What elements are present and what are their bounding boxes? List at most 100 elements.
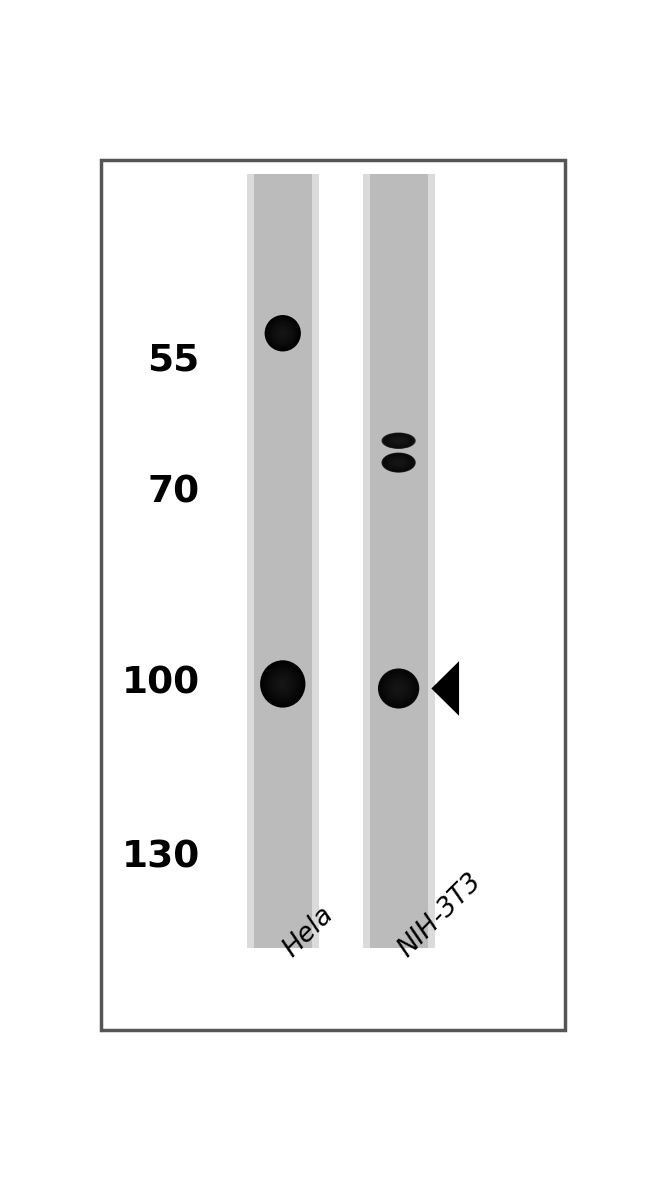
Ellipse shape — [395, 439, 402, 442]
Polygon shape — [432, 661, 459, 716]
Ellipse shape — [275, 675, 291, 692]
Ellipse shape — [382, 672, 416, 705]
Ellipse shape — [394, 684, 403, 693]
Ellipse shape — [278, 328, 288, 338]
Ellipse shape — [276, 678, 289, 691]
Ellipse shape — [391, 680, 407, 697]
Ellipse shape — [384, 434, 413, 447]
Ellipse shape — [274, 674, 292, 693]
Ellipse shape — [396, 461, 402, 464]
Ellipse shape — [264, 664, 302, 704]
Ellipse shape — [266, 317, 299, 349]
Ellipse shape — [385, 454, 412, 471]
Ellipse shape — [272, 322, 294, 344]
Ellipse shape — [384, 674, 413, 703]
Ellipse shape — [386, 435, 411, 447]
Ellipse shape — [388, 435, 409, 446]
Ellipse shape — [387, 435, 410, 446]
Ellipse shape — [281, 331, 285, 335]
Ellipse shape — [382, 453, 416, 473]
Ellipse shape — [396, 439, 402, 442]
Ellipse shape — [281, 683, 284, 685]
Ellipse shape — [378, 668, 419, 709]
Ellipse shape — [391, 437, 406, 445]
Ellipse shape — [261, 661, 304, 706]
Ellipse shape — [388, 679, 409, 698]
Text: 100: 100 — [122, 666, 200, 702]
Bar — [254, 174, 312, 948]
Ellipse shape — [270, 671, 295, 697]
Ellipse shape — [390, 437, 407, 445]
Ellipse shape — [265, 666, 300, 703]
Ellipse shape — [268, 668, 298, 699]
Ellipse shape — [393, 438, 404, 444]
Ellipse shape — [397, 687, 400, 690]
Ellipse shape — [385, 675, 412, 702]
Ellipse shape — [268, 318, 298, 349]
Ellipse shape — [396, 461, 400, 464]
Ellipse shape — [266, 667, 299, 702]
Ellipse shape — [272, 672, 294, 696]
Ellipse shape — [386, 455, 411, 470]
Ellipse shape — [384, 454, 413, 471]
Ellipse shape — [382, 453, 415, 472]
Ellipse shape — [280, 330, 286, 336]
Ellipse shape — [380, 671, 417, 706]
Ellipse shape — [273, 323, 293, 343]
Ellipse shape — [266, 316, 300, 350]
Ellipse shape — [279, 329, 287, 337]
Ellipse shape — [386, 677, 411, 700]
Ellipse shape — [384, 433, 414, 448]
Ellipse shape — [391, 458, 406, 467]
Ellipse shape — [390, 458, 407, 467]
Bar — [428, 174, 435, 948]
Ellipse shape — [394, 460, 404, 465]
Ellipse shape — [274, 324, 292, 342]
Ellipse shape — [385, 434, 412, 447]
Ellipse shape — [270, 321, 296, 347]
Ellipse shape — [277, 328, 289, 340]
Ellipse shape — [396, 440, 400, 441]
Ellipse shape — [269, 670, 296, 698]
FancyBboxPatch shape — [101, 160, 565, 1030]
Ellipse shape — [280, 681, 285, 686]
Ellipse shape — [383, 673, 415, 704]
Ellipse shape — [395, 685, 402, 692]
Text: Hela: Hela — [278, 901, 338, 962]
Ellipse shape — [273, 673, 293, 694]
Ellipse shape — [265, 315, 301, 351]
Ellipse shape — [384, 454, 414, 472]
Bar — [247, 174, 254, 948]
Ellipse shape — [389, 437, 408, 445]
Ellipse shape — [268, 319, 297, 348]
Ellipse shape — [382, 433, 416, 448]
Ellipse shape — [276, 327, 290, 341]
Ellipse shape — [392, 459, 405, 466]
Ellipse shape — [396, 686, 401, 691]
Ellipse shape — [260, 660, 306, 707]
Bar — [363, 174, 370, 948]
Ellipse shape — [382, 433, 415, 448]
Text: NIH-3T3: NIH-3T3 — [393, 868, 488, 962]
Ellipse shape — [275, 325, 291, 342]
Ellipse shape — [389, 679, 408, 698]
Text: 130: 130 — [122, 839, 200, 875]
Ellipse shape — [388, 457, 409, 468]
Bar — [312, 174, 318, 948]
Ellipse shape — [393, 683, 404, 694]
Ellipse shape — [392, 681, 406, 696]
Ellipse shape — [263, 662, 303, 705]
Ellipse shape — [389, 457, 408, 468]
Ellipse shape — [394, 439, 404, 442]
Text: 70: 70 — [148, 474, 200, 511]
Ellipse shape — [278, 679, 288, 690]
Ellipse shape — [387, 455, 410, 470]
Ellipse shape — [270, 321, 295, 345]
Text: 55: 55 — [148, 343, 200, 379]
Ellipse shape — [392, 438, 405, 444]
Ellipse shape — [379, 670, 418, 707]
Ellipse shape — [281, 332, 284, 335]
Ellipse shape — [279, 680, 287, 687]
Bar — [370, 174, 428, 948]
Ellipse shape — [393, 459, 404, 466]
